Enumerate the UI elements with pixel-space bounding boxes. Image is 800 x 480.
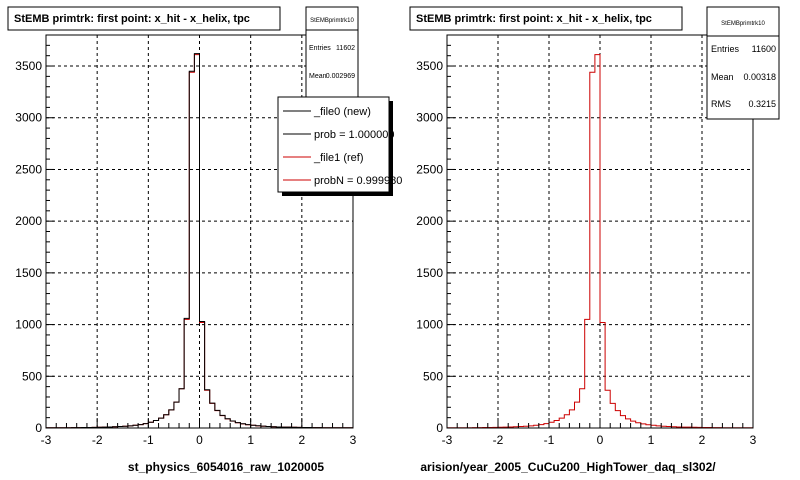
y-tick-label: 500 <box>423 369 443 383</box>
y-tick-label: 1000 <box>15 318 42 332</box>
stats-box: StEMBprimtrk10 Entries 11600 Mean 0.0031… <box>706 6 780 120</box>
x-tick-label: 0 <box>597 433 604 447</box>
stats-box-frame <box>706 6 780 120</box>
y-tick-label: 1500 <box>15 266 42 280</box>
stats-entries-label: Entries <box>309 45 331 52</box>
stats-entries-value: 11600 <box>752 44 776 54</box>
title-box <box>7 6 281 31</box>
y-tick-label: 3500 <box>15 59 42 73</box>
y-tick-label: 2500 <box>416 162 443 176</box>
legend-label-ref: _file1 (ref) <box>313 152 364 164</box>
stats-box: StEMBprimtrk10 Entries 11602 Mean 0.0029… <box>305 6 359 98</box>
legend-label-prob: prob = 1.000000 <box>314 129 394 141</box>
x-tick-label: 0 <box>196 433 203 447</box>
x-tick-label: -3 <box>442 433 453 447</box>
y-tick-label: 3000 <box>15 111 42 125</box>
x-axis-label: arision/year_2005_CuCu200_HighTower_daq_… <box>420 460 716 474</box>
stats-entries-label: Entries <box>711 44 740 54</box>
x-tick-label: 2 <box>298 433 305 447</box>
y-tick-label: 500 <box>22 369 42 383</box>
stats-mean-value: 0.002969 <box>326 73 355 80</box>
x-tick-label: -2 <box>493 433 504 447</box>
legend-label-probn: probN = 0.999980 <box>314 175 402 187</box>
legend: _file0 (new) prob = 1.000000 _file1 (ref… <box>277 96 402 196</box>
stats-name: StEMBprimtrk10 <box>310 18 354 24</box>
stats-mean-label: Mean <box>309 73 327 80</box>
title-box <box>409 6 683 31</box>
y-tick-label: 3000 <box>416 111 443 125</box>
y-tick-label: 0 <box>35 421 42 435</box>
x-tick-label: -1 <box>143 433 154 447</box>
stats-box-frame <box>305 6 359 98</box>
x-tick-label: -3 <box>41 433 52 447</box>
x-axis: -3 -2 -1 0 1 2 3 <box>41 418 357 447</box>
y-tick-label: 2500 <box>15 162 42 176</box>
stats-entries-value: 11602 <box>336 45 355 52</box>
legend-frame <box>277 96 390 193</box>
y-axis: 0 500 1000 1500 2000 2500 3000 3500 <box>15 44 54 435</box>
x-axis: -3 -2 -1 0 1 2 3 <box>442 418 757 447</box>
y-tick-label: 1000 <box>416 318 443 332</box>
stats-mean-value: 0.00318 <box>743 72 776 82</box>
x-tick-label: 2 <box>699 433 706 447</box>
y-tick-label: 2000 <box>416 214 443 228</box>
x-tick-label: -1 <box>544 433 555 447</box>
x-axis-label: st_physics_6054016_raw_1020005 <box>128 460 324 474</box>
x-tick-label: 1 <box>247 433 254 447</box>
legend-label-new: _file0 (new) <box>313 106 371 118</box>
stats-name: StEMBprimtrk10 <box>721 21 765 27</box>
y-tick-label: 2000 <box>15 214 42 228</box>
y-tick-label: 1500 <box>416 266 443 280</box>
y-axis: 0 500 1000 1500 2000 2500 3000 3500 <box>416 44 455 435</box>
chart-title: StEMB primtrk: first point: x_hit - x_he… <box>416 13 652 25</box>
x-tick-label: 1 <box>648 433 655 447</box>
chart-title: StEMB primtrk: first point: x_hit - x_he… <box>14 13 250 25</box>
stats-mean-label: Mean <box>711 72 734 82</box>
histogram-panel-right: StEMB primtrk: first point: x_hit - x_he… <box>409 6 780 474</box>
stats-rms-value: 0.3215 <box>748 99 776 109</box>
x-tick-label: -2 <box>92 433 103 447</box>
x-tick-label: 3 <box>350 433 357 447</box>
histogram-panel-left: StEMB primtrk: first point: x_hit - x_he… <box>7 6 402 474</box>
x-tick-label: 3 <box>750 433 757 447</box>
stats-rms-label: RMS <box>711 99 731 109</box>
y-tick-label: 0 <box>436 421 443 435</box>
y-tick-label: 3500 <box>416 59 443 73</box>
